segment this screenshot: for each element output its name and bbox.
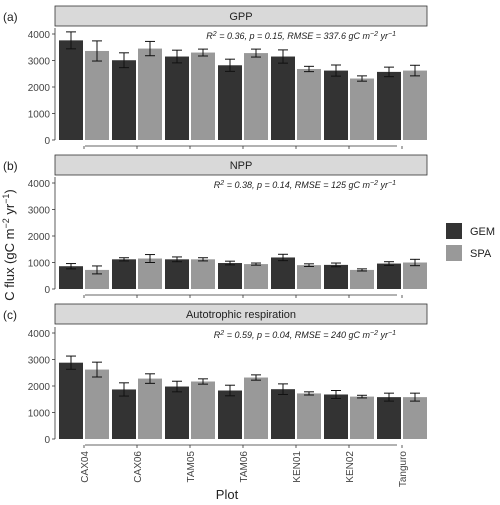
y-tick-label: 3000 — [28, 57, 51, 68]
x-tick-label-cax06: CAX06 — [133, 451, 144, 483]
bar-gem-tanguro — [377, 71, 401, 140]
y-tick-label: 2000 — [28, 382, 51, 393]
bar-spa-ken02 — [350, 396, 374, 439]
stats-annotation: R2 = 0.59, p = 0.04, RMSE = 240 gC m−2 y… — [214, 330, 396, 340]
panel-strip — [54, 154, 428, 176]
legend-label-spa: SPA — [470, 248, 492, 260]
bar-spa-tam05 — [191, 52, 215, 140]
y-tick-label: 0 — [44, 136, 50, 147]
panel-strip — [54, 303, 428, 325]
y-axis-label: C flux (gC m−2 yr−1) — [1, 189, 17, 301]
bar-spa-cax04 — [85, 50, 109, 140]
bar-gem-tanguro — [377, 263, 401, 289]
bar-spa-cax06 — [138, 378, 162, 439]
bar-spa-tam06 — [244, 377, 268, 439]
bar-gem-cax06 — [112, 60, 136, 140]
legend-swatch-gem — [446, 223, 462, 239]
bar-gem-cax04 — [59, 40, 83, 140]
bar-spa-ken01 — [297, 265, 321, 289]
x-tick-label-tam06: TAM06 — [239, 451, 250, 483]
y-tick-label: 2000 — [28, 83, 51, 94]
bar-spa-cax04 — [85, 269, 109, 289]
y-tick-label: 3000 — [28, 356, 51, 367]
x-tick-label-ken02: KEN02 — [345, 451, 356, 483]
stats-annotation: R2 = 0.36, p = 0.15, RMSE = 337.6 gC m−2… — [206, 31, 396, 41]
panels: GPP (a) R2 = 0.36, p = 0.15, RMSE = 337.6 … — [3, 5, 428, 488]
bar-gem-ken01 — [271, 257, 295, 289]
y-tick-label: 1000 — [28, 110, 51, 121]
bar-spa-tam06 — [244, 53, 268, 140]
bar-spa-tanguro — [403, 70, 427, 140]
bar-spa-ken01 — [297, 68, 321, 140]
panel-1: NPP (b) R2 = 0.38, p = 0.14, RMSE = 125 gC… — [3, 154, 428, 298]
bar-gem-tam05 — [165, 56, 189, 140]
x-tick-label-ken01: KEN01 — [292, 451, 303, 483]
legend: GEM SPA — [446, 223, 495, 261]
y-tick-label: 2000 — [28, 232, 51, 243]
bar-gem-ken01 — [271, 389, 295, 439]
bar-gem-cax04 — [59, 266, 83, 289]
panel-0: GPP (a) R2 = 0.36, p = 0.15, RMSE = 337.6 … — [3, 5, 428, 149]
bar-gem-tam06 — [218, 263, 242, 289]
panel-2: Autotrophic respiration (c) R2 = 0.59, p =… — [3, 303, 428, 488]
y-tick-label: 4000 — [28, 329, 51, 340]
bar-gem-cax06 — [112, 259, 136, 289]
bar-gem-ken02 — [324, 264, 348, 289]
bar-spa-tanguro — [403, 397, 427, 439]
bar-spa-ken01 — [297, 393, 321, 439]
legend-swatch-spa — [446, 245, 462, 261]
bar-gem-ken02 — [324, 70, 348, 140]
bar-spa-cax04 — [85, 369, 109, 439]
legend-label-gem: GEM — [470, 226, 495, 238]
panel-title: GPP — [229, 11, 252, 23]
bar-spa-cax06 — [138, 48, 162, 141]
panel-strip — [54, 5, 428, 27]
stats-annotation: R2 = 0.38, p = 0.14, RMSE = 125 gC m−2 y… — [214, 180, 396, 190]
bar-spa-tanguro — [403, 262, 427, 289]
panel-title: Autotrophic respiration — [186, 309, 296, 321]
bar-spa-cax06 — [138, 258, 162, 289]
y-tick-label: 3000 — [28, 206, 51, 217]
bar-gem-ken02 — [324, 394, 348, 439]
bar-spa-tam06 — [244, 264, 268, 289]
x-tick-label-tanguro: Tanguro — [398, 451, 409, 488]
panel-letter: (a) — [3, 10, 18, 24]
bar-gem-tam05 — [165, 386, 189, 439]
bar-spa-tam05 — [191, 259, 215, 289]
x-axis-label: Plot — [216, 487, 239, 502]
y-tick-label: 1000 — [28, 409, 51, 420]
bar-gem-tanguro — [377, 397, 401, 439]
panel-letter: (c) — [3, 308, 17, 322]
bar-spa-ken02 — [350, 269, 374, 289]
bar-gem-cax06 — [112, 389, 136, 439]
bar-gem-ken01 — [271, 56, 295, 140]
bar-gem-tam05 — [165, 259, 189, 289]
x-tick-label-cax04: CAX04 — [80, 451, 91, 483]
bar-gem-tam06 — [218, 65, 242, 140]
panel-letter: (b) — [3, 159, 18, 173]
y-tick-label: 4000 — [28, 30, 51, 41]
x-tick-label-tam05: TAM05 — [186, 451, 197, 483]
y-tick-label: 0 — [44, 435, 50, 446]
bar-spa-tam05 — [191, 381, 215, 439]
y-tick-label: 0 — [44, 285, 50, 296]
panel-title: NPP — [230, 160, 253, 172]
bar-spa-ken02 — [350, 78, 374, 140]
bar-gem-cax04 — [59, 362, 83, 439]
y-tick-label: 4000 — [28, 179, 51, 190]
y-tick-label: 1000 — [28, 259, 51, 270]
bar-gem-tam06 — [218, 390, 242, 439]
